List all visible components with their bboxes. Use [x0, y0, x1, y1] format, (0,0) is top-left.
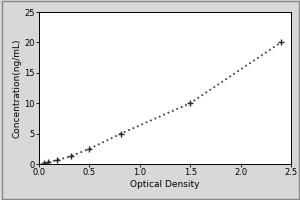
Y-axis label: Concentration(ng/mL): Concentration(ng/mL): [13, 38, 22, 138]
X-axis label: Optical Density: Optical Density: [130, 180, 200, 189]
